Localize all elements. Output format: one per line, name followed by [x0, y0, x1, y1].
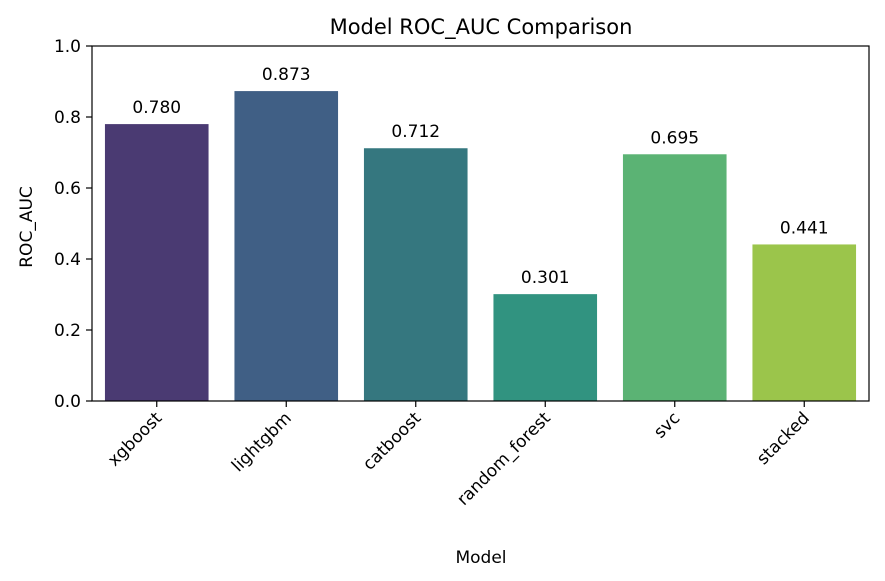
bar-stacked: [752, 244, 857, 401]
y-tick-label-5: 1.0: [54, 37, 81, 57]
y-tick-label-1: 0.2: [54, 321, 81, 341]
value-label-svc: 0.695: [650, 128, 699, 148]
bar-random_forest: [493, 294, 598, 401]
x-axis-label: Model: [455, 548, 506, 568]
y-tick-label-4: 0.8: [54, 108, 81, 128]
value-label-stacked: 0.441: [780, 218, 829, 238]
plot-frame: [91, 45, 870, 402]
value-label-catboost: 0.712: [391, 122, 440, 142]
value-label-random_forest: 0.301: [521, 268, 570, 288]
value-label-lightgbm: 0.873: [262, 65, 311, 85]
bar-svc: [622, 154, 727, 401]
y-tick-label-0: 0.0: [54, 392, 81, 412]
value-labels-group: 0.780 0.873 0.712 0.301 0.695 0.441: [132, 65, 828, 288]
bars-group: [104, 91, 857, 402]
y-tick-label-3: 0.6: [54, 179, 81, 199]
value-label-xgboost: 0.780: [132, 98, 181, 118]
bar-lightgbm: [234, 91, 339, 402]
y-tick-label-2: 0.4: [54, 250, 81, 270]
chart-title: Model ROC_AUC Comparison: [330, 15, 633, 40]
y-axis: 0.0 0.2 0.4 0.6 0.8 1.0: [54, 37, 92, 412]
bar-catboost: [363, 148, 468, 401]
bar-xgboost: [104, 124, 209, 401]
y-axis-label: ROC_AUC: [17, 186, 37, 268]
